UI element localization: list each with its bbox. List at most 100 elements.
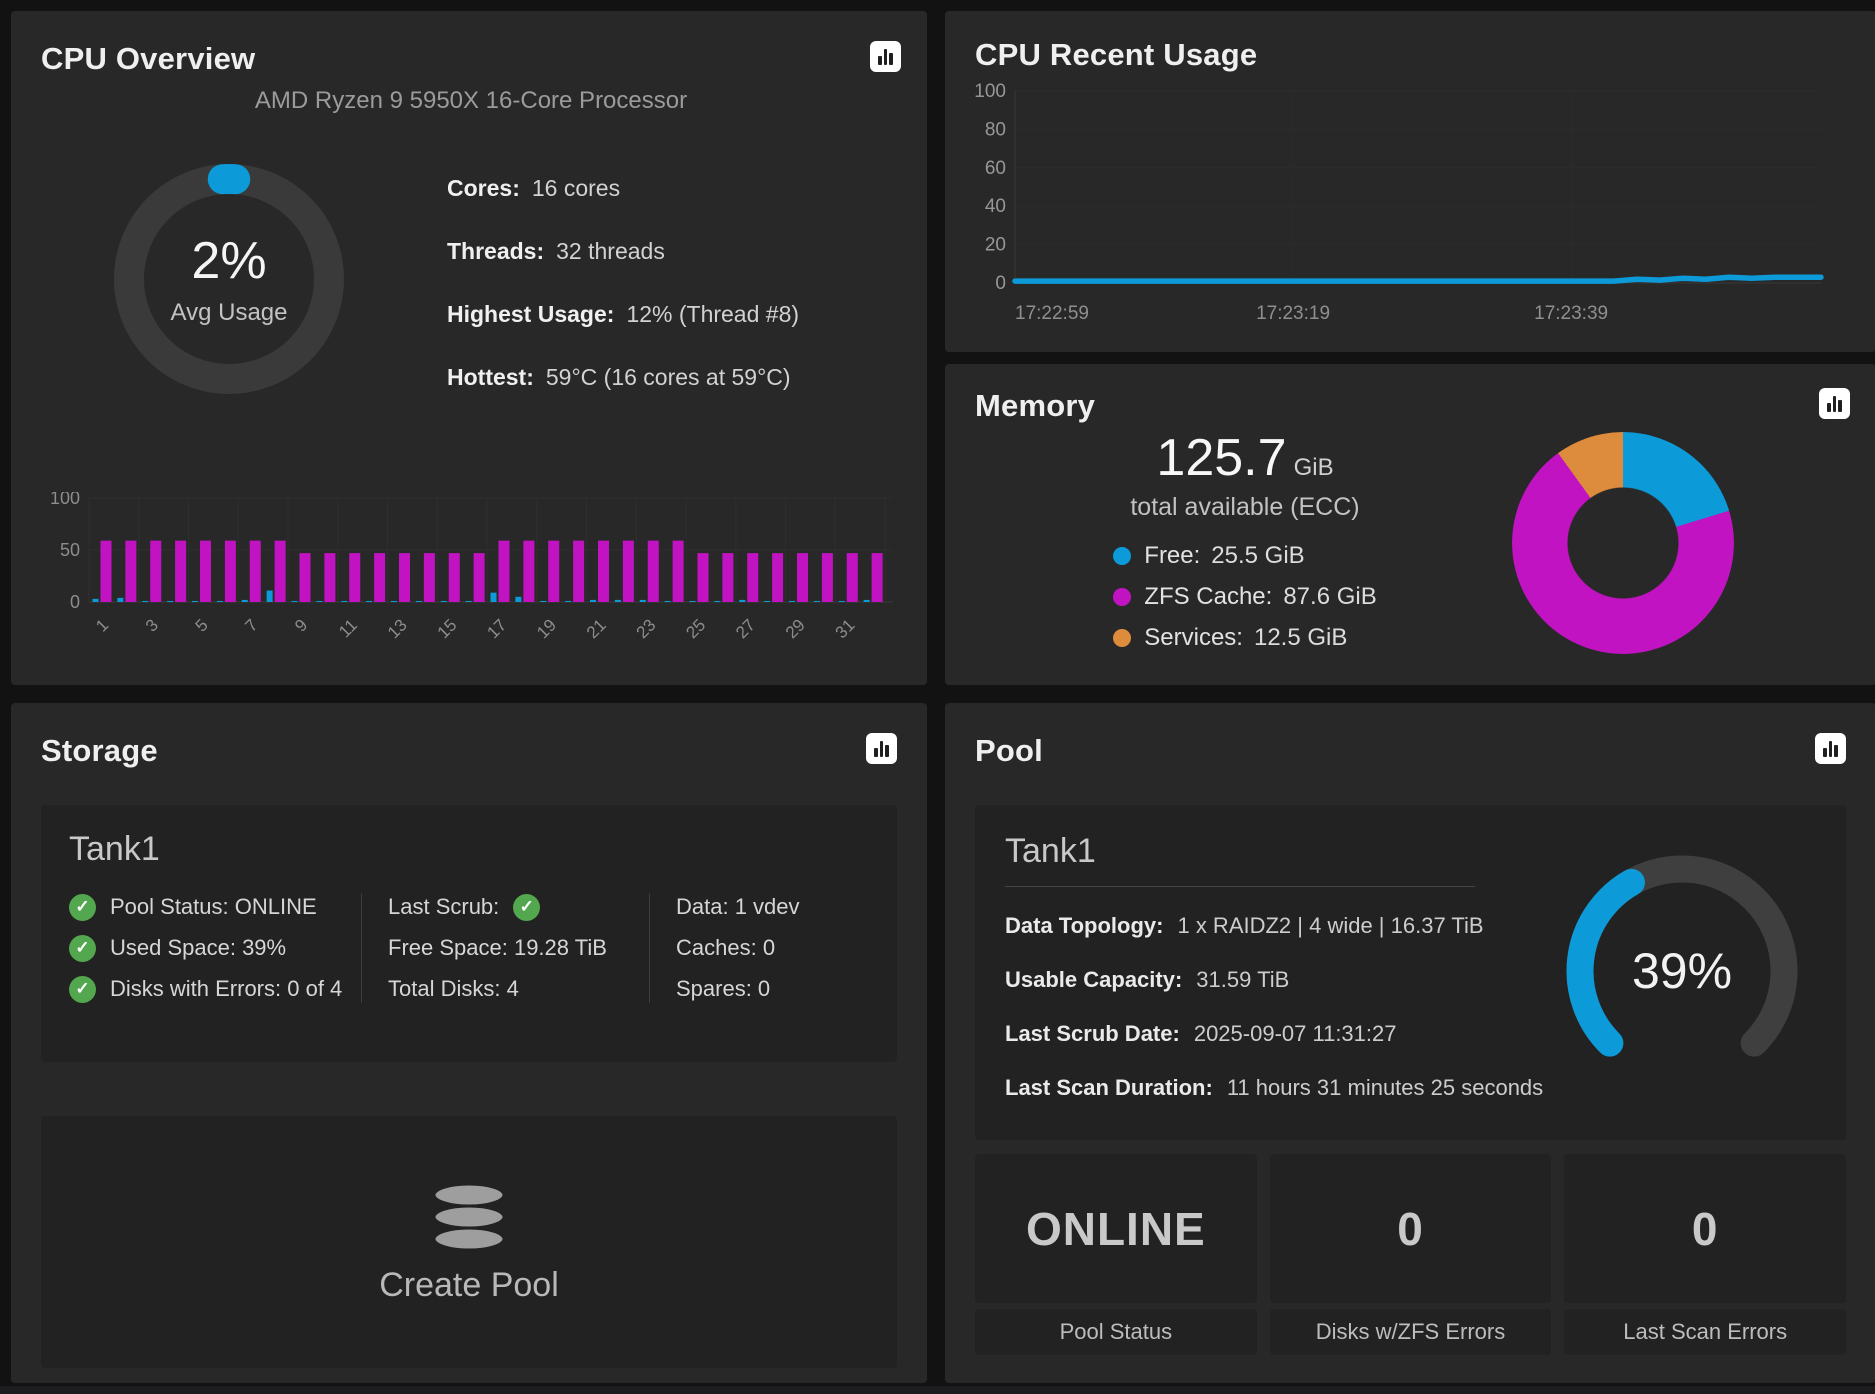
cpu-overview-header: CPU Overview [41,41,901,77]
cpu-avg-usage-gauge: 2% Avg Usage [111,161,347,397]
spares-text: Spares: 0 [676,976,771,1002]
svg-text:17:23:19: 17:23:19 [1256,303,1330,324]
data-topology-row: Data Topology: 1 x RAIDZ2 | 4 wide | 16.3… [1005,913,1816,939]
svg-text:9: 9 [291,615,311,635]
cpu-stat-highest-usage: Highest Usage: 12% (Thread #8) [447,301,799,328]
storage-status-column: Pool Status: ONLINE Used Space: 39% Disk… [69,893,361,1003]
right-top-stack: CPU Recent Usage 0 20 40 60 80 100 17:22:59 17:… [945,11,1875,685]
memory-chart-toggle-button[interactable] [1819,388,1850,419]
check-circle-icon [69,934,96,962]
used-space-row: Used Space: 39% [69,934,351,962]
svg-text:1: 1 [92,615,112,635]
cpu-stat-label: Threads: [447,238,545,264]
memory-title: Memory [975,388,1096,423]
svg-text:100: 100 [50,492,80,508]
legend-item-free[interactable]: Free: 25.5 GiB [1113,542,1305,570]
memory-total-value: 125.7 [1156,429,1287,487]
data-vdev-row: Data: 1 vdev [676,894,869,921]
pool-details-panel: Tank1 Data Topology: 1 x RAIDZ2 | 4 wide … [975,805,1846,1140]
memory-donut-chart [1512,432,1734,654]
free-legend-dot-icon [1113,547,1132,565]
svg-text:29: 29 [782,615,809,642]
pool-status-text: Pool Status: ONLINE [110,894,317,920]
spares-row: Spares: 0 [676,976,869,1003]
last-scrub-text: Last Scrub: [388,894,500,920]
memory-legend: Free: 25.5 GiB ZFS Cache: 87.6 GiB Servi… [1113,542,1377,652]
zfs-errors-label: Disks w/ZFS Errors [1269,1309,1552,1355]
pool-title: Pool [975,733,1043,768]
svg-text:17:23:39: 17:23:39 [1534,303,1608,324]
last-scrub-row: Last Scrub: [388,893,649,921]
zfs-cache-legend-dot-icon [1113,588,1132,606]
memory-card: Memory 125.7 GiB total available (ECC) [945,364,1875,685]
legend-item-services[interactable]: Services: 12.5 GiB [1113,624,1347,652]
cpu-stat-label: Cores: [447,175,520,201]
storage-card: Storage Tank1 Pool Status: ONLINE Used S… [11,703,927,1383]
svg-text:17:22:59: 17:22:59 [1015,303,1089,324]
check-circle-icon [69,893,96,921]
disk-errors-text: Disks with Errors: 0 of 4 [110,976,343,1002]
pool-name: Tank1 [1005,832,1096,870]
svg-text:0: 0 [995,273,1006,294]
create-pool-button[interactable]: Create Pool [41,1116,897,1368]
cpu-recent-usage-card: CPU Recent Usage 0 20 40 60 80 100 17:22:59 17:… [945,11,1875,352]
svg-text:11: 11 [335,615,361,641]
svg-text:13: 13 [384,615,411,642]
scan-errors-label: Last Scan Errors [1564,1309,1847,1355]
storage-vdev-column: Data: 1 vdev Caches: 0 Spares: 0 [649,893,869,1003]
pool-status-tile: ONLINE Pool Status [975,1154,1257,1355]
pool-status-row: Pool Status: ONLINE [69,893,351,921]
pool-status-value: ONLINE [975,1154,1257,1303]
cpu-overview-card: CPU Overview AMD Ryzen 9 5950X 16-Core P… [11,11,927,685]
usable-capacity-row: Usable Capacity: 31.59 TiB [1005,967,1816,993]
detail-value: 11 hours 31 minutes 25 seconds [1226,1074,1544,1100]
caches-text: Caches: 0 [676,935,776,961]
cpu-overview-chart-toggle-button[interactable] [870,41,901,72]
cpu-stat-value: 32 threads [556,238,665,264]
svg-text:23: 23 [633,615,660,642]
svg-text:27: 27 [732,615,759,642]
cpu-stat-value: 16 cores [531,175,621,201]
legend-label: ZFS Cache: [1144,583,1273,610]
cpu-stat-label: Highest Usage: [447,301,615,327]
storage-columns: Pool Status: ONLINE Used Space: 39% Disk… [69,893,869,1003]
svg-text:0: 0 [70,592,80,612]
services-legend-dot-icon [1113,629,1132,647]
divider [1005,885,1476,887]
storage-chart-toggle-button[interactable] [866,733,897,764]
storage-title: Storage [41,733,158,768]
cpu-mid-section: 2% Avg Usage Cores: 16 cores Threads: 32 t… [41,161,901,397]
detail-label: Last Scan Duration: [1005,1074,1213,1100]
legend-label: Services: [1144,624,1243,651]
bar-chart-icon [878,48,893,65]
cpu-stats-list: Cores: 16 cores Threads: 32 threads Highes… [447,175,799,397]
horizontal-scrollbar-track[interactable] [0,1386,1875,1394]
memory-body: 125.7 GiB total available (ECC) Free: 25… [975,428,1850,654]
legend-value: 25.5 GiB [1211,542,1305,569]
zfs-errors-tile: 0 Disks w/ZFS Errors [1269,1154,1552,1355]
svg-text:40: 40 [985,196,1006,217]
memory-header: Memory [975,388,1850,424]
check-circle-icon [513,893,541,921]
legend-value: 87.6 GiB [1283,583,1377,610]
legend-label: Free: [1144,542,1201,569]
detail-label: Usable Capacity: [1005,966,1183,992]
detail-value: 2025-09-07 11:31:27 [1193,1020,1397,1046]
svg-text:21: 21 [583,615,610,642]
bar-chart-icon [874,740,889,757]
memory-summary: 125.7 GiB total available (ECC) Free: 25… [1005,428,1485,654]
cpu-overview-title: CPU Overview [41,41,256,76]
pool-usage-value: 39% [1631,943,1733,999]
cpu-stat-cores: Cores: 16 cores [447,175,799,202]
cpu-stat-value: 59°C (16 cores at 59°C) [545,364,791,390]
svg-text:3: 3 [142,615,162,635]
scan-errors-value: 0 [1564,1154,1847,1303]
cpu-gauge-ring [114,164,344,394]
legend-item-zfs-cache[interactable]: ZFS Cache: 87.6 GiB [1113,583,1377,611]
caches-row: Caches: 0 [676,935,869,962]
total-disks-row: Total Disks: 4 [388,976,649,1003]
legend-value: 12.5 GiB [1253,624,1348,651]
pool-tiles: ONLINE Pool Status 0 Disks w/ZFS Errors … [975,1154,1847,1355]
pool-chart-toggle-button[interactable] [1815,733,1846,764]
